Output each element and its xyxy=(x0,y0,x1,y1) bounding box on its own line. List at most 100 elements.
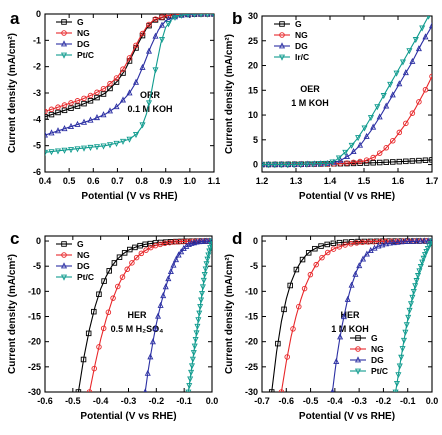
y-tick-label: -20 xyxy=(245,337,258,347)
data-point xyxy=(396,158,403,165)
data-point xyxy=(363,132,370,139)
data-point xyxy=(205,14,210,18)
x-tick-label: 1.2 xyxy=(256,176,269,186)
y-tick-label: -5 xyxy=(33,261,41,271)
data-point xyxy=(81,100,87,107)
data-point xyxy=(336,244,343,250)
series-DG xyxy=(45,14,214,138)
data-point xyxy=(422,157,429,163)
series-line xyxy=(262,25,432,166)
data-point xyxy=(191,343,198,350)
x-tick-label: -0.6 xyxy=(279,396,295,406)
data-point xyxy=(265,162,272,169)
data-point xyxy=(393,70,400,77)
data-point xyxy=(376,150,383,156)
data-point xyxy=(142,241,148,248)
series-DG xyxy=(143,237,212,392)
data-point xyxy=(389,91,396,98)
data-point xyxy=(187,376,194,383)
data-point xyxy=(420,255,427,262)
data-point xyxy=(200,277,207,284)
data-point xyxy=(68,100,74,106)
data-point xyxy=(137,242,143,249)
data-point xyxy=(132,244,138,251)
data-point xyxy=(113,140,120,147)
series-line xyxy=(395,240,432,392)
data-point xyxy=(86,389,93,392)
data-point xyxy=(119,274,126,280)
data-point xyxy=(106,268,112,274)
annotation-text: 1 M KOH xyxy=(331,324,369,334)
legend-entry: NG xyxy=(350,344,384,354)
data-point xyxy=(173,256,180,263)
data-point xyxy=(197,304,204,311)
data-point xyxy=(100,91,107,97)
data-point xyxy=(353,240,360,246)
data-point xyxy=(329,159,336,166)
data-point xyxy=(93,114,101,121)
x-tick-label: 1.4 xyxy=(324,176,337,186)
data-point xyxy=(158,36,166,44)
data-point xyxy=(307,271,314,278)
data-point xyxy=(139,30,146,37)
data-point xyxy=(199,14,203,18)
data-point xyxy=(348,241,354,247)
data-point xyxy=(271,162,278,169)
x-tick-label: 0.9 xyxy=(159,176,172,186)
legend-marker xyxy=(60,40,68,47)
series-line xyxy=(144,240,212,392)
data-point xyxy=(152,324,159,331)
x-tick-label: -0.7 xyxy=(254,396,270,406)
y-tick-label: -10 xyxy=(28,286,41,296)
data-point xyxy=(340,313,347,320)
data-point xyxy=(301,285,308,292)
data-point xyxy=(165,21,172,28)
data-point xyxy=(67,147,75,154)
data-point xyxy=(370,154,376,161)
data-point xyxy=(393,380,401,387)
annotation-text: 0.1 M KOH xyxy=(127,104,172,114)
data-point xyxy=(352,270,359,277)
y-tick-label: 10 xyxy=(248,110,258,120)
x-tick-label: 0.8 xyxy=(135,176,148,186)
data-point xyxy=(344,160,350,166)
data-point xyxy=(390,138,396,144)
data-point xyxy=(416,99,422,105)
data-point xyxy=(152,16,159,22)
data-point xyxy=(124,266,130,273)
data-point xyxy=(96,344,102,350)
data-point xyxy=(45,108,48,115)
data-point xyxy=(396,80,403,87)
data-point xyxy=(316,161,323,168)
data-point xyxy=(363,250,370,257)
legend-label: DG xyxy=(371,355,384,365)
data-point xyxy=(350,159,357,166)
x-tick-label: 0.6 xyxy=(87,176,100,186)
data-point xyxy=(284,162,291,169)
legend-entry: DG xyxy=(56,261,90,271)
data-point xyxy=(160,292,167,299)
data-point xyxy=(402,69,409,76)
legend-label: Ir/C xyxy=(295,52,309,62)
data-point xyxy=(67,122,75,129)
data-point xyxy=(425,237,432,244)
data-point xyxy=(356,262,363,269)
data-point xyxy=(111,260,118,266)
data-point xyxy=(61,107,68,114)
data-point xyxy=(91,365,97,372)
data-point xyxy=(100,111,107,118)
data-point xyxy=(192,14,197,18)
data-point xyxy=(100,325,107,332)
data-point xyxy=(87,92,94,99)
x-tick-label: -0.6 xyxy=(37,396,53,406)
series-DG xyxy=(262,22,432,167)
data-point xyxy=(325,249,331,256)
y-tick-label: 20 xyxy=(248,61,258,71)
series-NG xyxy=(45,14,214,115)
data-point xyxy=(278,162,285,169)
data-point xyxy=(335,155,342,162)
data-point xyxy=(350,147,357,154)
data-point xyxy=(278,389,285,392)
data-point xyxy=(296,303,302,310)
data-point xyxy=(428,22,432,29)
